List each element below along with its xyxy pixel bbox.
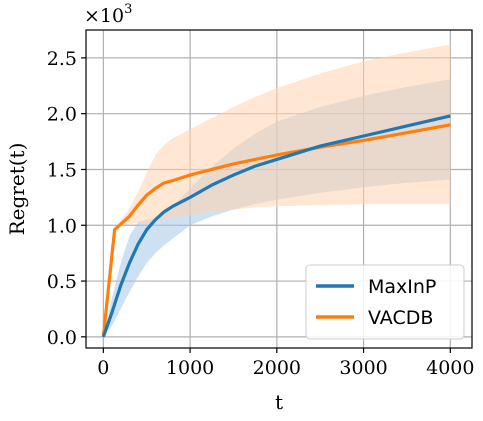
series-line-vacdb [101,123,451,338]
x-axis-label: t [275,390,283,414]
y-tick-label-2: 1.0 [47,215,77,237]
legend-label-vacdb: VACDB [368,307,433,329]
x-tick-label-0: 0 [97,357,109,379]
y-tick-label-5: 2.5 [47,48,77,70]
legend-box [305,264,465,340]
x-tick-label-1: 1000 [166,357,214,379]
y-axis-multiplier: ×103 [84,2,132,27]
x-tick-label-3: 3000 [339,357,387,379]
y-tick-label-4: 2.0 [47,104,77,126]
y-tick-label-1: 0.5 [47,271,77,293]
series-line-maxinp [101,114,451,338]
plot-frame [85,29,473,349]
band-layer [103,44,451,337]
x-tick-label-4: 4000 [426,357,474,379]
tick-layer: 0 1000 2000 3000 4000 0.0 0.5 1.0 1.5 2.0 2.5 [47,48,475,379]
confidence-band-vacdb [103,44,451,337]
legend-label-maxinp: MaxInP [368,276,436,298]
x-tick-label-2: 2000 [253,357,301,379]
legend: MaxInP VACDB [305,264,465,340]
y-axis-label: Regret(t) [5,143,29,236]
y-tick-label-3: 1.5 [47,159,77,181]
line-layer [101,114,451,338]
y-tick-label-0: 0.0 [47,327,77,349]
